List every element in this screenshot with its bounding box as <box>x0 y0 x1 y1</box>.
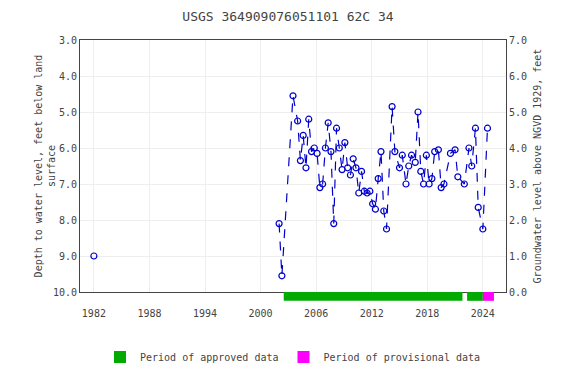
svg-text:2012: 2012 <box>360 308 384 319</box>
svg-text:2024: 2024 <box>471 308 495 319</box>
svg-text:5.0: 5.0 <box>509 107 527 118</box>
svg-text:1988: 1988 <box>137 308 161 319</box>
svg-text:1982: 1982 <box>82 308 106 319</box>
svg-text:3.0: 3.0 <box>59 35 77 46</box>
svg-text:1.0: 1.0 <box>509 251 527 262</box>
svg-text:3.0: 3.0 <box>509 179 527 190</box>
svg-text:Period of provisional data: Period of provisional data <box>323 352 480 363</box>
svg-text:Period of approved data: Period of approved data <box>140 352 278 363</box>
svg-text:2018: 2018 <box>415 308 439 319</box>
svg-text:9.0: 9.0 <box>59 251 77 262</box>
svg-text:6.0: 6.0 <box>59 143 77 154</box>
svg-text:8.0: 8.0 <box>59 215 77 226</box>
svg-text:0.0: 0.0 <box>509 287 527 298</box>
svg-text:7.0: 7.0 <box>59 179 77 190</box>
svg-text:1994: 1994 <box>193 308 217 319</box>
svg-text:6.0: 6.0 <box>509 71 527 82</box>
svg-text:10.0: 10.0 <box>53 287 77 298</box>
svg-text:USGS 364909076051101 62C 34: USGS 364909076051101 62C 34 <box>182 9 393 24</box>
svg-text:5.0: 5.0 <box>59 107 77 118</box>
svg-text:4.0: 4.0 <box>509 143 527 154</box>
svg-text:2000: 2000 <box>249 308 273 319</box>
svg-text:4.0: 4.0 <box>59 71 77 82</box>
svg-text:7.0: 7.0 <box>509 35 527 46</box>
svg-text:2.0: 2.0 <box>509 215 527 226</box>
svg-text:2006: 2006 <box>304 308 328 319</box>
svg-text:Depth to water level, feet bel: Depth to water level, feet below landsur… <box>33 55 57 278</box>
svg-text:Groundwater level above NGVD 1: Groundwater level above NGVD 1929, feet <box>532 49 543 284</box>
